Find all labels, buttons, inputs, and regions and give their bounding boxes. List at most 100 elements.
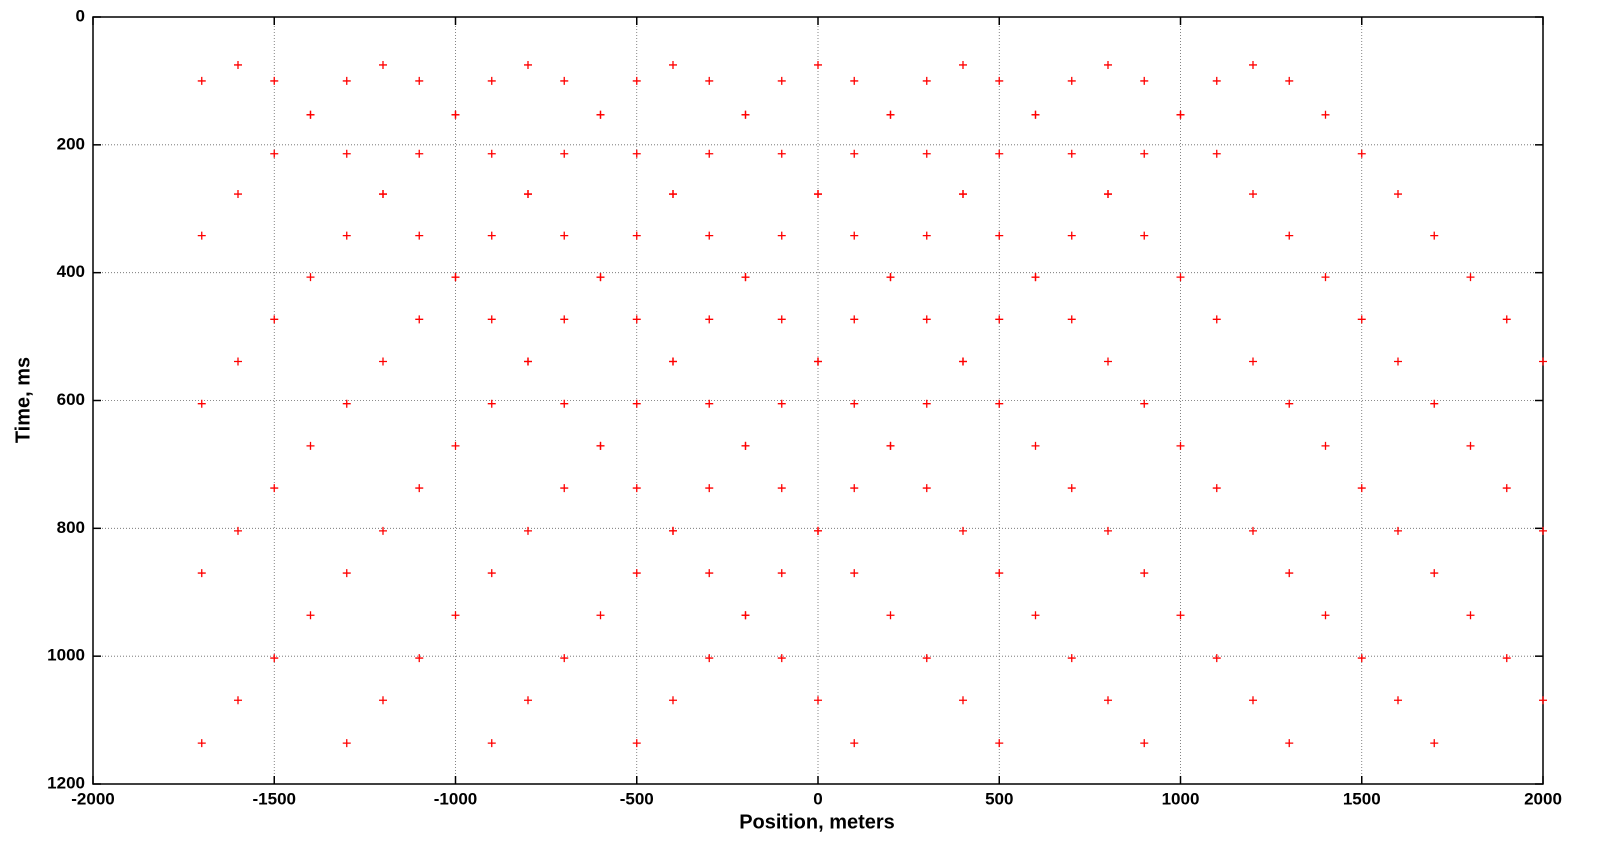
marker <box>777 484 786 493</box>
marker <box>1394 357 1402 366</box>
marker <box>1285 569 1294 578</box>
marker <box>922 315 931 324</box>
marker <box>487 231 496 240</box>
marker <box>270 149 279 158</box>
marker <box>1176 611 1185 620</box>
marker <box>234 190 242 199</box>
marker <box>632 76 641 85</box>
x-tick-label: 0 <box>813 789 822 808</box>
marker <box>415 231 424 240</box>
marker <box>342 739 351 748</box>
marker <box>886 441 895 450</box>
x-tick-label: -1500 <box>253 789 296 808</box>
marker <box>1212 149 1221 158</box>
marker <box>596 611 605 620</box>
marker <box>705 399 714 408</box>
marker <box>379 357 387 366</box>
marker <box>560 484 569 493</box>
marker <box>342 231 351 240</box>
marker <box>1321 273 1330 282</box>
marker <box>814 60 822 69</box>
marker <box>922 399 931 408</box>
marker <box>197 76 206 85</box>
marker <box>669 526 677 535</box>
marker <box>524 696 532 705</box>
marker <box>1140 399 1149 408</box>
marker <box>234 526 242 535</box>
marker <box>1321 611 1330 620</box>
marker <box>1394 190 1402 199</box>
marker <box>524 190 532 199</box>
marker <box>197 399 206 408</box>
marker <box>777 149 786 158</box>
marker <box>415 149 424 158</box>
marker <box>1067 315 1076 324</box>
marker <box>1539 526 1547 535</box>
y-tick-label: 1200 <box>47 773 85 792</box>
marker <box>959 696 967 705</box>
marker <box>1285 231 1294 240</box>
marker <box>1140 76 1149 85</box>
marker <box>1140 739 1149 748</box>
marker <box>1176 441 1185 450</box>
marker <box>1249 60 1257 69</box>
marker <box>342 569 351 578</box>
y-tick-label: 0 <box>76 6 85 25</box>
marker <box>1067 654 1076 663</box>
marker <box>850 76 859 85</box>
marker <box>995 569 1004 578</box>
marker <box>1031 273 1040 282</box>
marker <box>1104 357 1112 366</box>
y-tick-label: 1000 <box>47 646 85 665</box>
marker <box>669 190 677 199</box>
marker <box>234 60 242 69</box>
marker <box>197 231 206 240</box>
marker <box>342 149 351 158</box>
marker <box>1140 231 1149 240</box>
plot-frame <box>92 16 1544 785</box>
marker <box>306 611 315 620</box>
marker <box>741 441 750 450</box>
marker <box>777 231 786 240</box>
x-tick-label: -2000 <box>71 789 114 808</box>
marker <box>1285 739 1294 748</box>
marker <box>451 441 460 450</box>
marker <box>451 611 460 620</box>
marker <box>850 149 859 158</box>
marker <box>741 273 750 282</box>
marker <box>959 190 967 199</box>
marker <box>1249 357 1257 366</box>
marker <box>922 654 931 663</box>
marker <box>1104 526 1112 535</box>
x-axis-label: Position, meters <box>739 811 895 833</box>
marker <box>596 110 605 119</box>
marker <box>995 76 1004 85</box>
marker <box>741 611 750 620</box>
marker <box>632 739 641 748</box>
marker <box>560 149 569 158</box>
marker <box>379 696 387 705</box>
marker <box>814 696 822 705</box>
marker <box>886 611 895 620</box>
marker <box>777 315 786 324</box>
marker <box>270 654 279 663</box>
marker <box>487 569 496 578</box>
x-tick-label: 1500 <box>1343 789 1381 808</box>
marker <box>995 399 1004 408</box>
marker <box>1539 357 1547 366</box>
marker <box>814 357 822 366</box>
marker <box>1466 441 1475 450</box>
marker <box>1357 315 1366 324</box>
marker <box>1067 231 1076 240</box>
marker <box>1502 654 1511 663</box>
y-axis-label: Time, ms <box>12 357 34 443</box>
marker <box>1321 110 1330 119</box>
marker <box>669 60 677 69</box>
marker <box>524 60 532 69</box>
marker <box>524 357 532 366</box>
marker <box>306 441 315 450</box>
marker <box>959 526 967 535</box>
marker <box>669 696 677 705</box>
